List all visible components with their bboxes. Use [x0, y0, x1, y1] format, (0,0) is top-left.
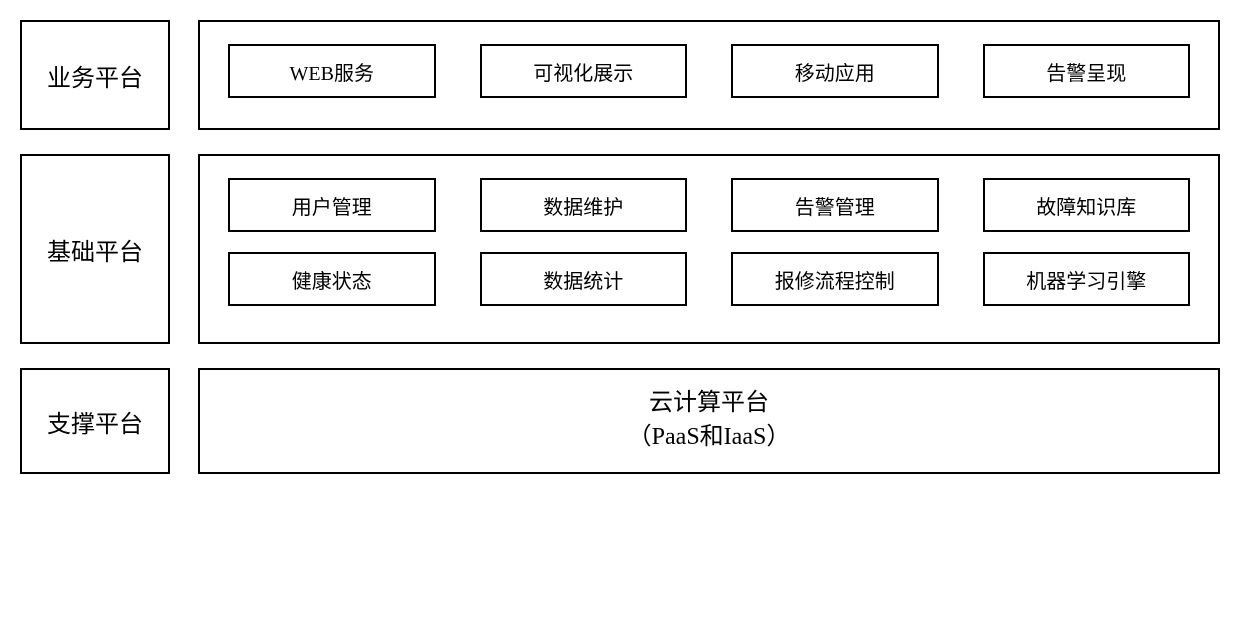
- module-alarm-management: 告警管理: [731, 178, 939, 232]
- layer-business: 业务平台 WEB服务 可视化展示 移动应用 告警呈现: [20, 20, 1220, 130]
- cloud-subtitle: （PaaS和IaaS）: [628, 421, 791, 455]
- module-fault-knowledge-base: 故障知识库: [983, 178, 1191, 232]
- module-health-status: 健康状态: [228, 252, 436, 306]
- module-user-management: 用户管理: [228, 178, 436, 232]
- business-row-0: WEB服务 可视化展示 移动应用 告警呈现: [228, 44, 1190, 98]
- layer-basic-content: 用户管理 数据维护 告警管理 故障知识库 健康状态 数据统计 报修流程控制 机器…: [198, 154, 1220, 344]
- module-visualization: 可视化展示: [480, 44, 688, 98]
- basic-row-0: 用户管理 数据维护 告警管理 故障知识库: [228, 178, 1190, 232]
- layer-business-label: 业务平台: [20, 20, 170, 130]
- module-repair-workflow-control: 报修流程控制: [731, 252, 939, 306]
- module-data-maintenance: 数据维护: [480, 178, 688, 232]
- layer-business-content: WEB服务 可视化展示 移动应用 告警呈现: [198, 20, 1220, 130]
- module-alarm-presentation: 告警呈现: [983, 44, 1191, 98]
- layer-basic-label: 基础平台: [20, 154, 170, 344]
- layer-support-label: 支撑平台: [20, 368, 170, 474]
- module-data-statistics: 数据统计: [480, 252, 688, 306]
- module-mobile-app: 移动应用: [731, 44, 939, 98]
- layer-support: 支撑平台 云计算平台 （PaaS和IaaS）: [20, 368, 1220, 474]
- module-ml-engine: 机器学习引擎: [983, 252, 1191, 306]
- architecture-diagram: 业务平台 WEB服务 可视化展示 移动应用 告警呈现 基础平台 用户管理 数据维…: [20, 20, 1220, 474]
- cloud-computing-platform: 云计算平台 （PaaS和IaaS）: [198, 368, 1220, 474]
- layer-basic: 基础平台 用户管理 数据维护 告警管理 故障知识库 健康状态 数据统计 报修流程…: [20, 154, 1220, 344]
- module-web-service: WEB服务: [228, 44, 436, 98]
- basic-row-1: 健康状态 数据统计 报修流程控制 机器学习引擎: [228, 252, 1190, 306]
- cloud-title: 云计算平台: [649, 387, 769, 421]
